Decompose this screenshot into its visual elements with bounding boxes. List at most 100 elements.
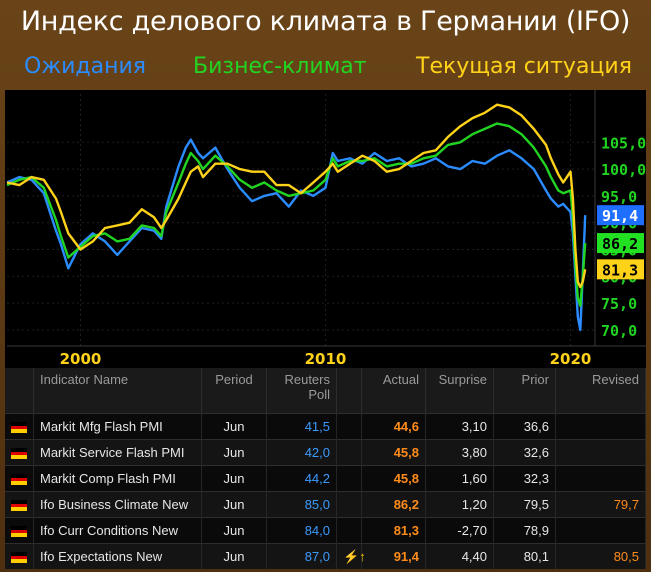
line-chart: 105,0100,095,090,085,080,075,070,0200020… [6, 90, 646, 368]
cell-surprise: 1,60 [425, 465, 494, 492]
cell-alert-icon [336, 491, 362, 518]
y-tick-label: 75,0 [601, 295, 637, 313]
last-value-label: 81,3 [602, 261, 638, 279]
germany-flag-icon [11, 422, 27, 434]
cell-prior: 36,6 [493, 413, 556, 440]
cell-prior: 79,5 [493, 491, 556, 518]
germany-flag-icon [11, 500, 27, 512]
y-tick-label: 70,0 [601, 322, 637, 340]
series-line-0 [6, 138, 587, 332]
last-value-badge [597, 259, 644, 280]
column-header-icon [336, 368, 362, 414]
cell-reuters-poll: 41,5 [266, 413, 337, 440]
last-value-label: 86,2 [602, 235, 638, 253]
last-value-badge [597, 233, 644, 254]
germany-flag-icon [11, 448, 27, 460]
x-tick-label: 2010 [305, 350, 347, 368]
cell-actual: 86,2 [361, 491, 426, 518]
cell-indicator-name: Markit Comp Flash PMI [33, 465, 202, 492]
cell-indicator-name: Markit Mfg Flash PMI [33, 413, 202, 440]
cell-period: Jun [201, 517, 267, 544]
cell-revised: 79,7 [555, 491, 646, 518]
column-header-revised[interactable]: Revised [555, 368, 646, 414]
cell-actual: 81,3 [361, 517, 426, 544]
last-value-badge [597, 205, 644, 226]
cell-alert-icon [336, 517, 362, 544]
cell-surprise: 3,10 [425, 413, 494, 440]
legend-item-expectations: Ожидания [24, 54, 147, 79]
cell-indicator-name: Ifo Expectations New [33, 543, 202, 569]
cell-actual: 44,6 [361, 413, 426, 440]
series-line-2 [6, 103, 587, 289]
cell-actual: 45,8 [361, 439, 426, 466]
cell-flag [5, 465, 34, 492]
column-header-prior[interactable]: Prior [493, 368, 556, 414]
table-row[interactable]: Ifo Business Climate New Jun 85,0 86,2 1,20 7… [5, 491, 646, 518]
germany-flag-icon [11, 552, 27, 564]
cell-actual: 45,8 [361, 465, 426, 492]
cell-surprise: 3,80 [425, 439, 494, 466]
cell-revised [555, 465, 646, 492]
y-tick-label: 95,0 [601, 188, 637, 206]
cell-reuters-poll: 84,0 [266, 517, 337, 544]
x-tick-label: 2000 [60, 350, 102, 368]
cell-alert-icon [336, 413, 362, 440]
cell-revised [555, 517, 646, 544]
cell-period: Jun [201, 543, 267, 569]
cell-flag [5, 413, 34, 440]
column-header-surprise[interactable]: Surprise [425, 368, 494, 414]
cell-revised [555, 413, 646, 440]
cell-flag [5, 543, 34, 569]
cell-prior: 80,1 [493, 543, 556, 569]
y-tick-label: 100,0 [601, 161, 646, 179]
cell-period: Jun [201, 413, 267, 440]
cell-alert-icon [336, 465, 362, 492]
page-title: Индекс делового климата в Германии (IFO) [20, 6, 631, 37]
cell-prior: 32,6 [493, 439, 556, 466]
column-header-indicator-name[interactable]: Indicator Name [33, 368, 202, 414]
table-row[interactable]: Markit Service Flash PMI Jun 42,0 45,8 3,80 3… [5, 439, 646, 466]
cell-reuters-poll: 44,2 [266, 465, 337, 492]
legend-item-business-climate: Бизнес-климат [193, 54, 367, 79]
cell-prior: 32,3 [493, 465, 556, 492]
indicator-table-panel: Indicator Name Period Reuters Poll Actua… [5, 368, 646, 569]
cell-reuters-poll: 87,0 [266, 543, 337, 569]
column-header-reuters-poll[interactable]: Reuters Poll [266, 368, 337, 414]
cell-revised: 80,5 [555, 543, 646, 569]
last-value-label: 91,4 [602, 207, 638, 225]
cell-indicator-name: Markit Service Flash PMI [33, 439, 202, 466]
cell-alert-icon: ⚡↑ [336, 543, 366, 569]
series-line-1 [6, 122, 587, 307]
cell-prior: 78,9 [493, 517, 556, 544]
column-header-actual[interactable]: Actual [361, 368, 426, 414]
cell-flag [5, 517, 34, 544]
chart-panel: 105,0100,095,090,085,080,075,070,0200020… [5, 90, 646, 368]
cell-indicator-name: Ifo Business Climate New [33, 491, 202, 518]
x-tick-label: 2020 [550, 350, 592, 368]
table-row[interactable]: Ifo Curr Conditions New Jun 84,0 81,3 -2,70 7… [5, 517, 646, 544]
cell-reuters-poll: 42,0 [266, 439, 337, 466]
germany-flag-icon [11, 474, 27, 486]
germany-flag-icon [11, 526, 27, 538]
flag-column-header [5, 368, 34, 414]
cell-period: Jun [201, 439, 267, 466]
cell-period: Jun [201, 465, 267, 492]
column-header-period[interactable]: Period [201, 368, 267, 414]
table-row[interactable]: Ifo Expectations New Jun 87,0 ⚡↑ 91,4 4,40 80,… [5, 543, 646, 569]
cell-reuters-poll: 85,0 [266, 491, 337, 518]
cell-indicator-name: Ifo Curr Conditions New [33, 517, 202, 544]
cell-actual: 91,4 [361, 543, 426, 569]
table-row[interactable]: Markit Comp Flash PMI Jun 44,2 45,8 1,60 32,3 [5, 465, 646, 492]
y-tick-label: 105,0 [601, 134, 646, 152]
cell-period: Jun [201, 491, 267, 518]
indicator-table: Indicator Name Period Reuters Poll Actua… [5, 368, 646, 569]
cell-alert-icon [336, 439, 362, 466]
cell-revised [555, 439, 646, 466]
cell-flag [5, 491, 34, 518]
cell-surprise: 1,20 [425, 491, 494, 518]
chart-legend: Ожидания Бизнес-климат Текущая ситуация [0, 54, 651, 84]
legend-item-current-situation: Текущая ситуация [416, 54, 632, 79]
cell-surprise: -2,70 [425, 517, 494, 544]
table-row[interactable]: Markit Mfg Flash PMI Jun 41,5 44,6 3,10 36,6 [5, 413, 646, 440]
